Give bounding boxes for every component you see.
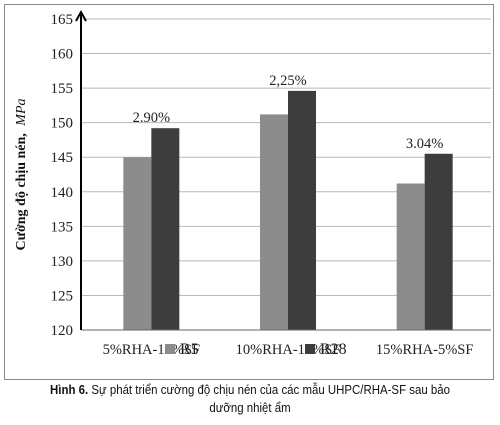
bar-r28	[151, 128, 180, 330]
bars	[123, 90, 453, 331]
y-tick-label: 135	[51, 219, 74, 235]
y-tick-label: 140	[51, 185, 74, 201]
bar-r5	[123, 157, 152, 330]
bar-r28	[288, 90, 316, 331]
chart-frame: 120 125 130 135 140 145 150 155 160 165 5%RHA-15%…	[4, 4, 494, 380]
growth-data-label: 3.04%	[406, 136, 443, 152]
legend-swatch-r28	[305, 344, 315, 354]
y-tick-label: 145	[51, 150, 74, 166]
y-tick-label: 120	[51, 323, 74, 339]
caption-figure-number: Hình 6.	[50, 382, 89, 397]
axes	[75, 9, 491, 331]
bar-r5	[260, 114, 288, 330]
x-category-label: 15%RHA-5%SF	[376, 342, 473, 358]
y-tick-labels: 120 125 130 135 140 145 150 155 160 165	[51, 12, 74, 339]
growth-data-label: 2.90%	[133, 110, 170, 126]
bar-r5	[396, 183, 425, 330]
figure-caption: Hình 6. Sự phát triển cường độ chịu nén …	[39, 381, 461, 417]
y-axis-title-text: Cường độ chịu nén,	[14, 133, 29, 250]
y-tick-label: 125	[51, 288, 74, 304]
data-labels: 2.90% 2,25% 3.04%	[133, 73, 444, 152]
legend: R5 R28	[165, 341, 347, 358]
x-category-label: 5%RHA-15%SF	[103, 342, 200, 358]
x-category-labels: 5%RHA-15%SF 10%RHA-10%SF 15%RHA-5%SF	[103, 342, 474, 358]
y-tick-label: 165	[51, 12, 74, 28]
legend-swatch-r5	[165, 344, 175, 354]
bar-r28	[424, 153, 453, 330]
legend-label-r5: R5	[180, 341, 199, 358]
y-axis-title-unit: MPa	[14, 98, 29, 126]
y-axis-title: Cường độ chịu nén, MPa	[14, 98, 29, 250]
caption-text: Sự phát triển cường độ chịu nén của các …	[91, 382, 450, 415]
y-tick-label: 155	[51, 81, 74, 97]
y-axis-arrow-icon	[75, 9, 87, 22]
y-tick-label: 160	[51, 47, 74, 63]
y-tick-label: 150	[51, 116, 74, 132]
growth-data-label: 2,25%	[269, 73, 306, 89]
legend-label-r28: R28	[320, 341, 347, 358]
bar-chart: 120 125 130 135 140 145 150 155 160 165 5%RHA-15%…	[14, 9, 491, 358]
y-tick-label: 130	[51, 254, 74, 270]
